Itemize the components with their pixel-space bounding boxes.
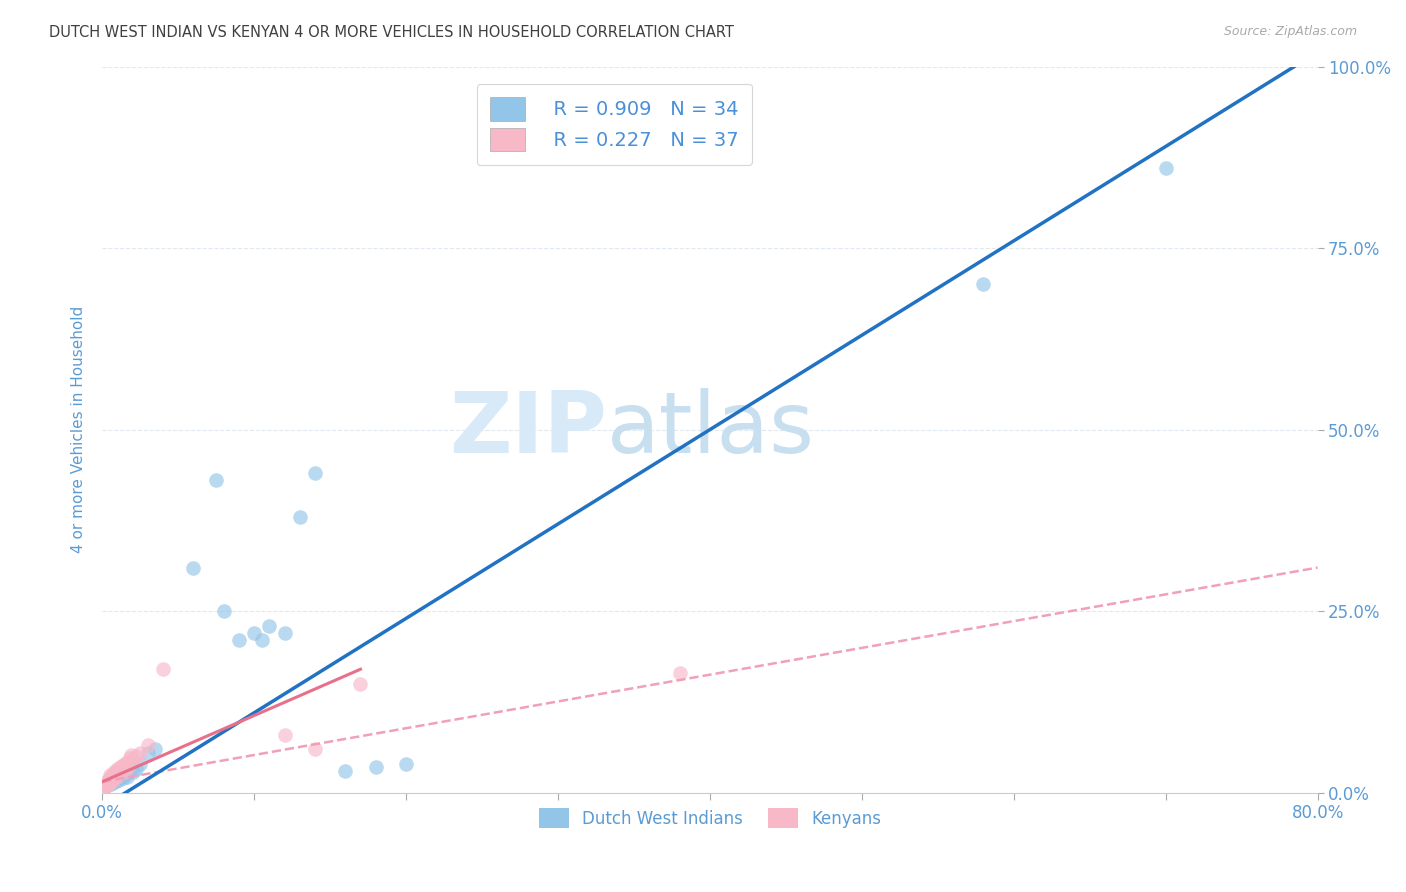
Point: [243, 626, 266, 640]
Point: [110, 760, 132, 774]
Point: [101, 767, 124, 781]
Text: ZIP: ZIP: [449, 388, 606, 471]
Point: [136, 746, 159, 760]
Point: [120, 747, 142, 762]
Point: [114, 756, 136, 771]
Point: [152, 662, 174, 676]
Text: atlas: atlas: [606, 388, 814, 471]
Point: [98, 767, 121, 781]
Point: [335, 764, 357, 778]
Point: [97, 778, 120, 792]
Point: [121, 765, 143, 780]
Point: [304, 742, 326, 756]
Point: [107, 763, 129, 777]
Point: [104, 767, 127, 781]
Point: [145, 742, 167, 756]
Point: [250, 633, 273, 648]
Point: [112, 758, 135, 772]
Point: [111, 764, 134, 778]
Point: [183, 560, 205, 574]
Point: [103, 771, 125, 785]
Point: [101, 772, 124, 787]
Point: [273, 728, 295, 742]
Point: [259, 618, 281, 632]
Point: [212, 604, 235, 618]
Point: [124, 763, 146, 777]
Point: [273, 626, 295, 640]
Text: DUTCH WEST INDIAN VS KENYAN 4 OR MORE VEHICLES IN HOUSEHOLD CORRELATION CHART: DUTCH WEST INDIAN VS KENYAN 4 OR MORE VE…: [49, 25, 734, 40]
Point: [115, 770, 138, 784]
Point: [97, 772, 120, 787]
Point: [395, 756, 418, 771]
Point: [100, 774, 122, 789]
Point: [972, 277, 994, 292]
Point: [124, 749, 146, 764]
Point: [96, 777, 118, 791]
Text: Source: ZipAtlas.com: Source: ZipAtlas.com: [1223, 25, 1357, 38]
Point: [98, 774, 121, 789]
Point: [228, 633, 250, 648]
Point: [104, 764, 127, 778]
Point: [115, 755, 138, 769]
Point: [104, 774, 127, 789]
Point: [93, 782, 115, 797]
Point: [112, 771, 135, 785]
Point: [349, 677, 371, 691]
Point: [114, 767, 136, 781]
Point: [107, 771, 129, 785]
Point: [668, 665, 690, 680]
Point: [103, 765, 125, 780]
Point: [118, 751, 141, 765]
Point: [121, 753, 143, 767]
Point: [205, 474, 228, 488]
Point: [304, 466, 326, 480]
Point: [136, 739, 159, 753]
Point: [107, 770, 129, 784]
Point: [129, 756, 152, 771]
Point: [110, 770, 132, 784]
Point: [100, 770, 122, 784]
Point: [364, 760, 387, 774]
Point: [1154, 161, 1177, 176]
Point: [117, 760, 139, 774]
Point: [94, 780, 117, 794]
Point: [114, 765, 136, 780]
Point: [96, 778, 118, 792]
Point: [98, 771, 121, 785]
Point: [111, 767, 134, 781]
Point: [103, 775, 125, 789]
Point: [101, 772, 124, 787]
Point: [100, 777, 122, 791]
Point: [108, 772, 131, 787]
Point: [288, 509, 311, 524]
Point: [96, 774, 118, 789]
Point: [118, 764, 141, 778]
Legend: Dutch West Indians, Kenyans: Dutch West Indians, Kenyans: [531, 802, 887, 835]
Point: [108, 765, 131, 780]
Y-axis label: 4 or more Vehicles in Household: 4 or more Vehicles in Household: [72, 306, 86, 553]
Point: [129, 746, 152, 760]
